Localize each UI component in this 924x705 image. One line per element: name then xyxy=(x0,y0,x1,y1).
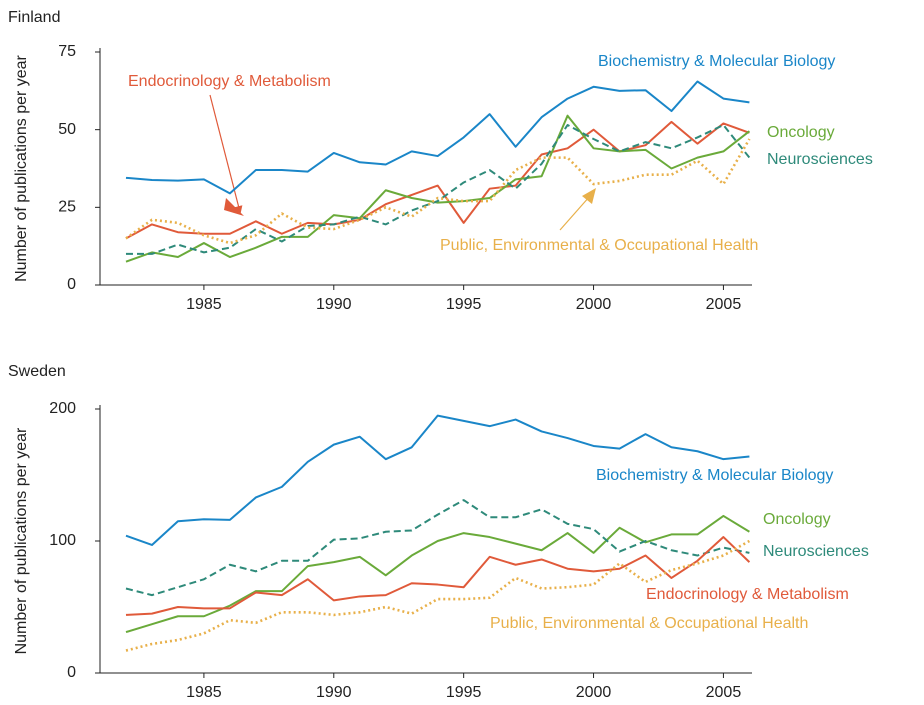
series-label: Oncology xyxy=(767,124,835,141)
y-tick-label: 50 xyxy=(58,121,76,138)
series-line xyxy=(125,120,750,240)
arrow-head xyxy=(224,198,244,216)
series-line xyxy=(125,114,751,263)
series-label: Biochemistry & Molecular Biology xyxy=(598,53,835,70)
series-line xyxy=(125,80,750,195)
annotation-arrow xyxy=(209,94,243,214)
series-label: Endocrinology & Metabolism xyxy=(646,586,849,603)
y-tick-label: 0 xyxy=(67,276,76,293)
series-label: Public, Environmental & Occupational Hea… xyxy=(440,237,758,254)
series-label: Public, Environmental & Occupational Hea… xyxy=(490,615,808,632)
x-tick-label: 1985 xyxy=(186,684,222,701)
series-line xyxy=(125,536,751,616)
x-tick-label: 1995 xyxy=(446,296,482,313)
series-label: Biochemistry & Molecular Biology xyxy=(596,467,833,484)
chart-title: Sweden xyxy=(8,363,66,380)
series-label: Neurosciences xyxy=(767,151,873,168)
x-tick-label: 2005 xyxy=(706,296,742,313)
y-tick-label: 200 xyxy=(49,400,76,417)
y-tick-label: 100 xyxy=(49,532,76,549)
y-tick-label: 0 xyxy=(67,664,76,681)
x-tick-label: 1990 xyxy=(316,684,352,701)
series-line xyxy=(125,124,751,255)
x-tick-label: 1990 xyxy=(316,296,352,313)
x-tick-label: 2005 xyxy=(706,684,742,701)
series-label: Neurosciences xyxy=(763,543,869,560)
series-line xyxy=(125,138,751,245)
y-axis-label: Number of publications per year xyxy=(13,427,30,654)
x-tick-label: 1985 xyxy=(186,296,222,313)
series-line xyxy=(125,499,750,597)
y-axis-label: Number of publications per year xyxy=(13,54,30,281)
series-label: Oncology xyxy=(763,511,831,528)
y-tick-label: 25 xyxy=(58,199,76,216)
series-line xyxy=(125,414,750,546)
arrow-head xyxy=(582,188,596,204)
annotation-arrow xyxy=(559,195,591,231)
y-tick-label: 75 xyxy=(58,43,76,60)
x-tick-label: 1995 xyxy=(446,684,482,701)
series-line xyxy=(125,514,750,634)
x-tick-label: 2000 xyxy=(576,296,612,313)
series-label: Endocrinology & Metabolism xyxy=(128,73,331,90)
x-tick-label: 2000 xyxy=(576,684,612,701)
chart-title: Finland xyxy=(8,9,60,26)
